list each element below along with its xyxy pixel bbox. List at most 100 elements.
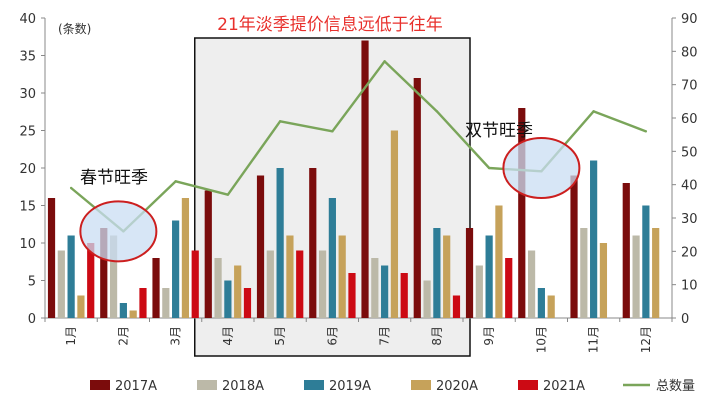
right-tick-label: 60 [681,112,698,127]
line-point-7月 [383,60,386,63]
x-tick-label: 6月 [325,326,339,346]
annotation-label-10月: 双节旺季 [465,121,533,141]
right-tick-label: 30 [681,212,698,227]
x-tick-label: 2月 [116,326,130,346]
legend-label-2017A: 2017A [115,379,157,394]
left-tick-label: 35 [19,50,36,65]
legend-swatch-2019A [304,380,324,390]
bar-2018A-8月 [423,280,431,318]
bar-2020A-5月 [286,235,294,318]
bar-2017A-11月 [570,175,578,318]
bar-2021A-2月 [139,288,147,318]
left-tick-label: 30 [19,87,36,102]
bar-2018A-9月 [475,265,483,318]
legend-label-2018A: 2018A [222,379,264,394]
unit-label: (条数) [58,21,91,36]
legend-swatch-2018A [197,380,217,390]
left-tick-label: 15 [19,200,36,215]
left-tick-label: 40 [19,12,36,27]
bar-2019A-11月 [590,160,598,318]
bar-2019A-6月 [328,198,336,318]
bar-2020A-9月 [495,205,503,318]
bar-2020A-8月 [443,235,451,318]
bar-2017A-9月 [465,228,474,318]
bar-2017A-1月 [47,198,56,318]
bar-2019A-3月 [172,220,180,318]
bar-2020A-1月 [77,295,85,318]
bar-2021A-9月 [505,258,513,318]
chart-title: 21年淡季提价信息远低于往年 [217,15,443,35]
bar-2020A-4月 [234,265,242,318]
bar-2019A-2月 [119,303,127,318]
legend-swatch-2017A [90,380,110,390]
left-tick-label: 0 [28,312,36,327]
bar-2021A-6月 [348,273,356,318]
line-point-8月 [435,110,439,113]
bar-2020A-7月 [390,130,399,318]
bar-2018A-6月 [318,250,327,318]
legend-swatch-2020A [411,380,431,390]
right-tick-label: 40 [681,179,698,194]
bar-2019A-10月 [537,288,545,318]
bar-2017A-3月 [152,258,160,318]
right-tick-label: 10 [681,279,698,294]
bar-2017A-8月 [413,78,421,318]
right-tick-label: 70 [681,79,698,94]
bar-2019A-9月 [485,235,493,318]
left-tick-label: 20 [19,162,36,177]
bar-2017A-6月 [309,168,317,318]
right-tick-label: 80 [681,45,698,60]
right-tick-label: 20 [681,245,698,260]
bar-2021A-1月 [87,243,95,318]
bar-2017A-7月 [361,40,369,318]
left-tick-label: 5 [28,275,36,290]
x-tick-label: 8月 [430,326,444,346]
bar-2018A-11月 [580,228,588,318]
bar-2020A-3月 [181,198,190,318]
x-tick-label: 5月 [273,326,287,346]
legend-label-2021A: 2021A [543,379,585,394]
line-point-9月 [487,166,491,170]
line-point-6月 [331,130,334,133]
annotation-ellipse-10月 [502,137,581,199]
left-tick-label: 25 [19,125,36,140]
bar-2018A-5月 [266,250,274,318]
bar-2020A-10月 [547,295,555,318]
x-tick-label: 12月 [639,326,653,353]
bar-2018A-4月 [214,258,222,318]
bar-2019A-4月 [224,280,232,318]
bar-2019A-7月 [381,265,389,318]
left-tick-label: 10 [19,237,36,252]
bar-2020A-12月 [652,228,660,318]
x-tick-label: 9月 [482,326,496,346]
x-tick-label: 11月 [587,326,601,353]
right-tick-label: 50 [681,145,698,160]
bar-2020A-2月 [129,310,137,318]
bar-2021A-4月 [243,288,252,318]
legend-label-2019A: 2019A [329,379,371,394]
bar-2018A-12月 [632,235,640,318]
bar-2019A-5月 [276,168,284,318]
bar-2020A-11月 [599,243,608,318]
line-point-3月 [174,180,177,183]
bar-2017A-5月 [256,175,265,318]
bar-2018A-2月 [109,235,118,318]
bar-2021A-7月 [400,273,408,318]
bar-2021A-5月 [296,250,304,318]
bar-2017A-4月 [204,190,212,318]
legend-label-line: 总数量 [656,379,695,394]
bar-2019A-1月 [67,235,75,318]
line-point-4月 [226,193,230,196]
bar-2018A-7月 [371,258,379,318]
annotation-ellipse-2月 [79,200,158,263]
x-tick-label: 10月 [534,326,548,353]
x-tick-label: 7月 [378,326,392,346]
annotation-label-2月: 春节旺季 [80,168,148,188]
bar-2017A-12月 [622,183,630,318]
right-tick-label: 0 [681,312,689,327]
bar-2020A-6月 [338,235,346,318]
bar-2017A-10月 [518,108,526,318]
bar-2019A-12月 [642,205,650,318]
